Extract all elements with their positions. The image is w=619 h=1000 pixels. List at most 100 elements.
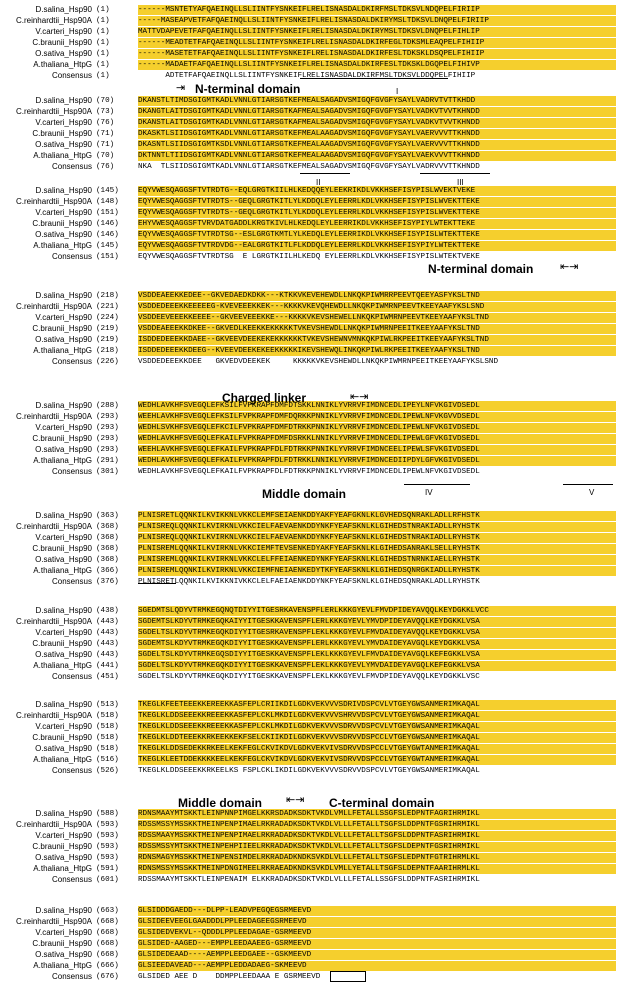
sequence-row: D.salina_Hsp90 (438) SGEDMTSLQDYVTRMKEGQNQ… <box>0 606 619 616</box>
sequence-position: (1) <box>96 28 110 36</box>
sequence-position: (1) <box>96 61 110 69</box>
sequence-residues: GLSIDED-AAGED---EMPPLEEDAAEEG-GSRMEEVD <box>138 939 616 949</box>
sequence-residues: TKEGLKFEETEEEKKEREEKKASFEPLCRIIKDILGDKVE… <box>138 700 616 710</box>
sequence-residues: DKANSTLTIMDSGIGMTKADLVNNLGTIARSGTKEFMEAL… <box>138 96 616 106</box>
sequence-residues: GLSIDED AEE D DDMPPLEEDAAA E GSRMEEVD <box>138 973 321 981</box>
sequence-name: Consensus <box>51 162 92 171</box>
motif-iv-underline <box>404 484 470 485</box>
sequence-row: C.braunii_Hsp90 (219) VSDDEAEEEKKDKEE--GKV… <box>0 324 619 334</box>
sequence-position: (518) <box>96 712 119 720</box>
sequence-row: V.carteri_Hsp90 (1) MATTVDAPEVETFAFQAEINQL… <box>0 27 619 37</box>
sequence-residues: VSDDEAEEKKEDEE--GKVEDAEDKDKK---KTKKVKEVE… <box>138 291 616 301</box>
sequence-name: Consensus <box>51 71 92 80</box>
sequence-position: (443) <box>96 651 119 659</box>
sequence-name: D.salina_Hsp90 <box>35 809 92 818</box>
sequence-position: (593) <box>96 832 119 840</box>
sequence-position: (443) <box>96 629 119 637</box>
sequence-row: D.salina_Hsp90 (218) VSDDEAEEKKEDEE--GKVED… <box>0 291 619 301</box>
sequence-position: (71) <box>96 141 115 149</box>
sequence-name: C.reinhardtii_Hsp90A <box>15 917 92 926</box>
sequence-name: V.carteri_Hsp90 <box>35 628 92 637</box>
sequence-position: (516) <box>96 756 119 764</box>
sequence-name: Consensus <box>51 875 92 884</box>
sequence-position: (601) <box>96 876 119 884</box>
sequence-residues: GLSIDEDVEKVL--QDDDLPPLEEDAGAE-GSRMEEVD <box>138 928 616 938</box>
sequence-name: C.braunii_Hsp90 <box>32 324 92 333</box>
motif-ii-underline <box>300 173 350 174</box>
sequence-residues: ------MADAETFAFQAEINQLLSLIINTFYSNKEIFLRE… <box>138 60 616 70</box>
sequence-position: (518) <box>96 723 119 731</box>
sequence-row: C.braunii_Hsp90 (368) PLNISREMLQQNKILKVIRK… <box>0 544 619 554</box>
sequence-name: C.braunii_Hsp90 <box>32 434 92 443</box>
domain-boundary-arrow-icon-2: ⇤⇥ <box>350 390 369 403</box>
sequence-name: D.salina_Hsp90 <box>35 606 92 615</box>
sequence-row: A.thaliana_HtpG (516) TKEGLKLEETDDEKKKKEEL… <box>0 755 619 765</box>
sequence-position: (591) <box>96 865 119 873</box>
sequence-position: (293) <box>96 424 119 432</box>
sequence-position: (593) <box>96 821 119 829</box>
sequence-position: (218) <box>96 347 119 355</box>
sequence-residues: ISDDEDEEEKKDAEE--GKVEEVDEEKEKEKKKKKKTVKE… <box>138 335 616 345</box>
sequence-position: (70) <box>96 152 115 160</box>
sequence-residues: TKEGLKLDDSEDEKKRKEELKEKFEGLCKVIKDVLGDKVE… <box>138 744 616 754</box>
sequence-name: C.reinhardtii_Hsp90A <box>15 197 92 206</box>
sequence-position: (376) <box>96 578 119 586</box>
motif-v-label: V <box>589 488 595 497</box>
sequence-name: O.sativa_Hsp90 <box>35 445 92 454</box>
sequence-position: (513) <box>96 701 119 709</box>
sequence-residues: VSDDEEVEEEKKEEEE--GKVEEVEEEKKE---KKKKVKE… <box>138 313 616 323</box>
sequence-position: (73) <box>96 108 115 116</box>
sequence-row: C.braunii_Hsp90 (668) GLSIDED-AAGED---EMPP… <box>0 939 619 949</box>
sequence-row: D.salina_Hsp90 (363) PLNISRETLQQNKILKVIKKN… <box>0 511 619 521</box>
sequence-residues: VSDDEDEEEKKDEE GKVEDVDEEKEK KKKKKVKEVSHE… <box>138 358 499 366</box>
sequence-position: (226) <box>96 358 119 366</box>
sequence-position: (676) <box>96 973 119 981</box>
sequence-row: C.reinhardtii_Hsp90A (368) PLNISREQLQQNKIL… <box>0 522 619 532</box>
consensus-row: Consensus (76) NKA TLSIIDSGIGMTKADLVNNLGTI… <box>0 162 619 172</box>
sequence-row: O.sativa_Hsp90 (1) ------MASETETFAFQAEINQL… <box>0 49 619 59</box>
sequence-position: (663) <box>96 907 119 915</box>
sequence-residues: RDSSMAAYMSSKKTMEINPENPIMAELRKRADADKSDKTV… <box>138 831 616 841</box>
sequence-residues: EQYVWESQAGGSFTVTRDTG--EQLGRGTKIILHLKEDQQ… <box>138 186 616 196</box>
sequence-residues: SGDELTSLKDYVTRMKEGQKDIYYITGESKKAVENSPFLE… <box>138 673 480 681</box>
sequence-position: (291) <box>96 457 119 465</box>
sequence-residues: GLSIDDDGAEDD---DLPP-LEADVPEGQEGSRMEEVD <box>138 906 616 916</box>
sequence-name: O.sativa_Hsp90 <box>35 555 92 564</box>
n-terminal-domain-label-1: N-terminal domain <box>195 82 301 96</box>
sequence-residues: PLNISRETLQQNKILKVIKKNLVKKCLEMFSEIAENKDDY… <box>138 511 616 521</box>
sequence-name: C.reinhardtii_Hsp90A <box>15 617 92 626</box>
sequence-row: O.sativa_Hsp90 (518) TKEGLKLDDSEDEKKRKEELK… <box>0 744 619 754</box>
sequence-position: (368) <box>96 545 119 553</box>
sequence-row: V.carteri_Hsp90 (443) SGDELTSLKDYVTRMKEGQK… <box>0 628 619 638</box>
sequence-name: C.braunii_Hsp90 <box>32 129 92 138</box>
sequence-residues: WEDHLAVKHFSVEGQLEFKAILFVPKRAPFDLFDTRKKLN… <box>138 456 616 466</box>
sequence-row: D.salina_Hsp90 (1) ------MSNTETYAFQAEINQLL… <box>0 5 619 15</box>
sequence-name: Consensus <box>51 766 92 775</box>
motif-ii-label: II <box>316 178 321 187</box>
sequence-row: V.carteri_Hsp90 (368) PLNISREQLQQNKILKVIRK… <box>0 533 619 543</box>
sequence-row: A.thaliana_HtpG (366) PLNISREMLQQNKILKVIRK… <box>0 566 619 576</box>
sequence-name: Consensus <box>51 357 92 366</box>
sequence-residues: SGEDMTSLQDYVTRMKEGQNQTDIYYITGESRKAVENSPF… <box>138 606 616 616</box>
sequence-position: (368) <box>96 534 119 542</box>
sequence-row: C.braunii_Hsp90 (1) ------MEADTETFAFQAEINQ… <box>0 38 619 48</box>
sequence-name: C.braunii_Hsp90 <box>32 38 92 47</box>
consensus-row: Consensus (151) EQYVWESQAGGSFTVTRDTSG E LG… <box>0 252 619 262</box>
sequence-position: (668) <box>96 940 119 948</box>
sequence-position: (1) <box>96 39 110 47</box>
sequence-position: (588) <box>96 810 119 818</box>
sequence-name: A.thaliana_HtpG <box>33 566 92 575</box>
sequence-residues: RDSSMSSYMTSKKTMEINPEHPIIEELRKRADADKSDKTV… <box>138 842 616 852</box>
sequence-name: V.carteri_Hsp90 <box>35 533 92 542</box>
sequence-residues: ADTETFAFQAEINQLLSLIINTFYSNKEIFLRELISNASD… <box>138 72 476 80</box>
sequence-row: O.sativa_Hsp90 (368) PLNISREMLQQNKILKVIRKN… <box>0 555 619 565</box>
sequence-residues: EQYVWESQAGGSFTVTRDTS--GEQLGRGTKITLYLKDDQ… <box>138 197 616 207</box>
sequence-position: (76) <box>96 163 115 171</box>
sequence-name: C.reinhardtii_Hsp90A <box>15 107 92 116</box>
sequence-name: Consensus <box>51 672 92 681</box>
sequence-position: (1) <box>96 50 110 58</box>
sequence-residues: NKA TLSIIDSGIGMTKADLVNNLGTIARSGTKEFMEALS… <box>138 163 480 171</box>
sequence-position: (146) <box>96 231 119 239</box>
sequence-name: V.carteri_Hsp90 <box>35 118 92 127</box>
sequence-name: C.braunii_Hsp90 <box>32 733 92 742</box>
